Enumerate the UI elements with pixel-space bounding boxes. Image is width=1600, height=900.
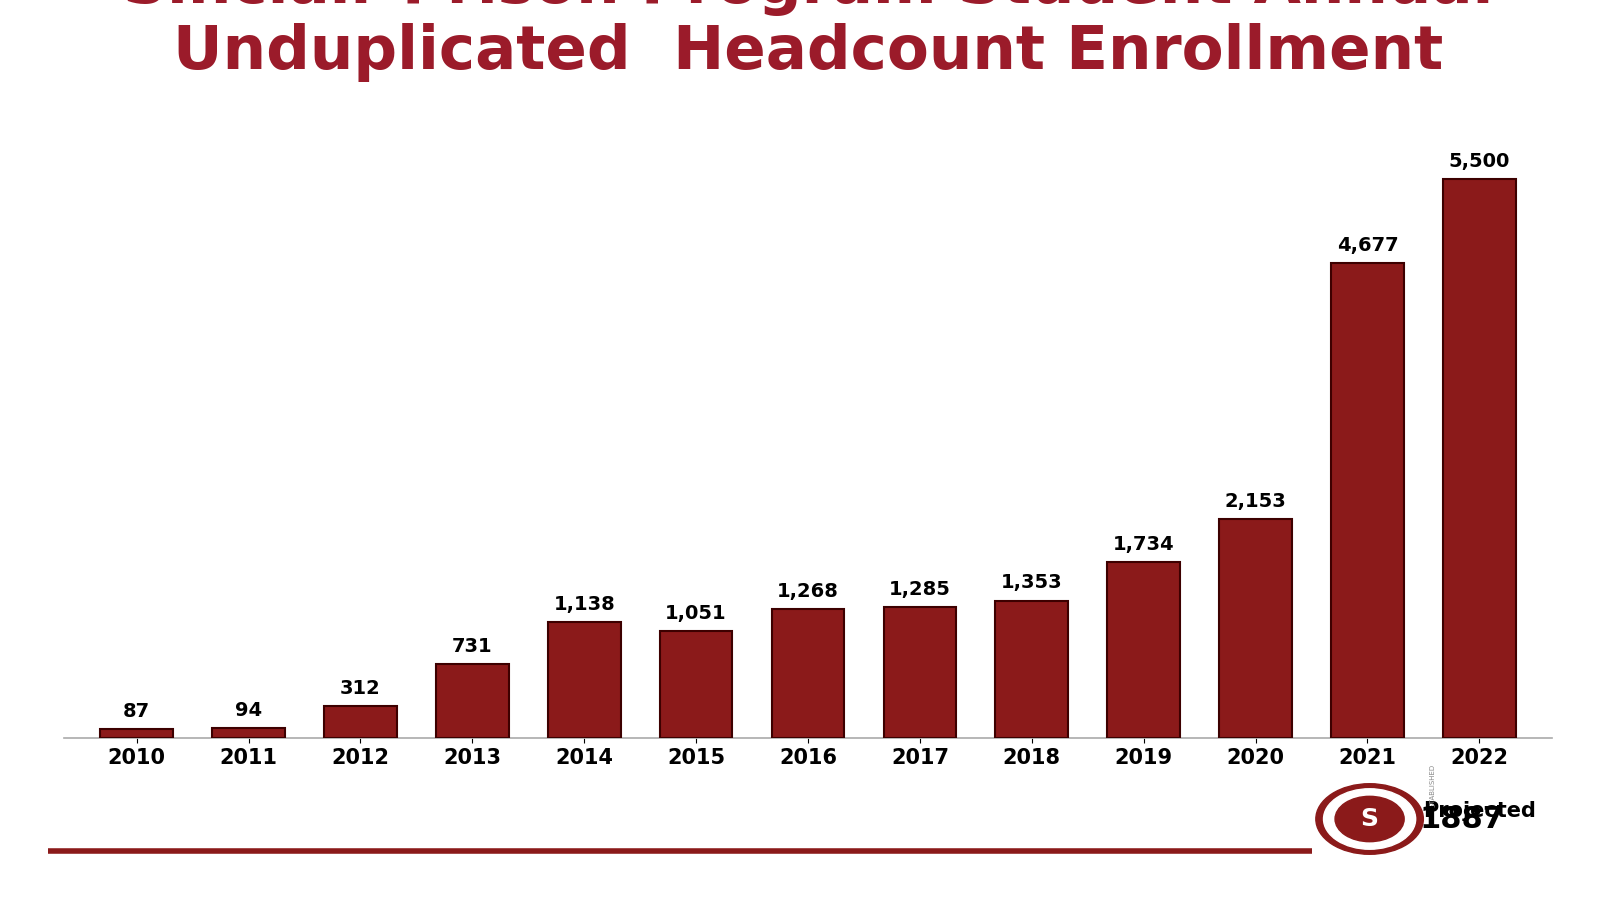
Text: 1,285: 1,285 [890,580,950,599]
Bar [771,609,845,738]
Text: 1887: 1887 [1419,805,1504,833]
Bar [1331,263,1403,738]
Text: ESTABLISHED: ESTABLISHED [1429,764,1435,811]
Bar [435,663,509,738]
Text: 1,268: 1,268 [778,582,838,601]
Bar [995,600,1069,738]
Bar [659,631,733,738]
Bar [1107,562,1181,738]
Title: Sinclair Prison Program Student Annual
Unduplicated  Headcount Enrollment: Sinclair Prison Program Student Annual U… [123,0,1493,82]
Text: Projected: Projected [1422,801,1536,821]
Circle shape [1334,796,1405,842]
Text: 731: 731 [453,636,493,655]
Bar [1219,519,1291,738]
Bar [101,729,173,738]
Text: 1,051: 1,051 [666,604,726,623]
Text: 1,353: 1,353 [1002,573,1062,592]
Bar [1443,179,1515,738]
Circle shape [1323,788,1416,850]
Text: 2,153: 2,153 [1224,492,1286,511]
Text: 94: 94 [235,701,262,720]
Text: 1,138: 1,138 [554,595,614,614]
Bar [883,608,957,738]
Bar [325,706,397,738]
Text: 5,500: 5,500 [1448,152,1510,171]
Text: 87: 87 [123,702,150,721]
Text: 4,677: 4,677 [1336,236,1398,255]
Text: 312: 312 [341,680,381,698]
Text: S: S [1360,807,1379,831]
Bar [547,623,621,738]
Text: 1,734: 1,734 [1114,535,1174,554]
Circle shape [1315,784,1424,854]
Bar [213,728,285,738]
